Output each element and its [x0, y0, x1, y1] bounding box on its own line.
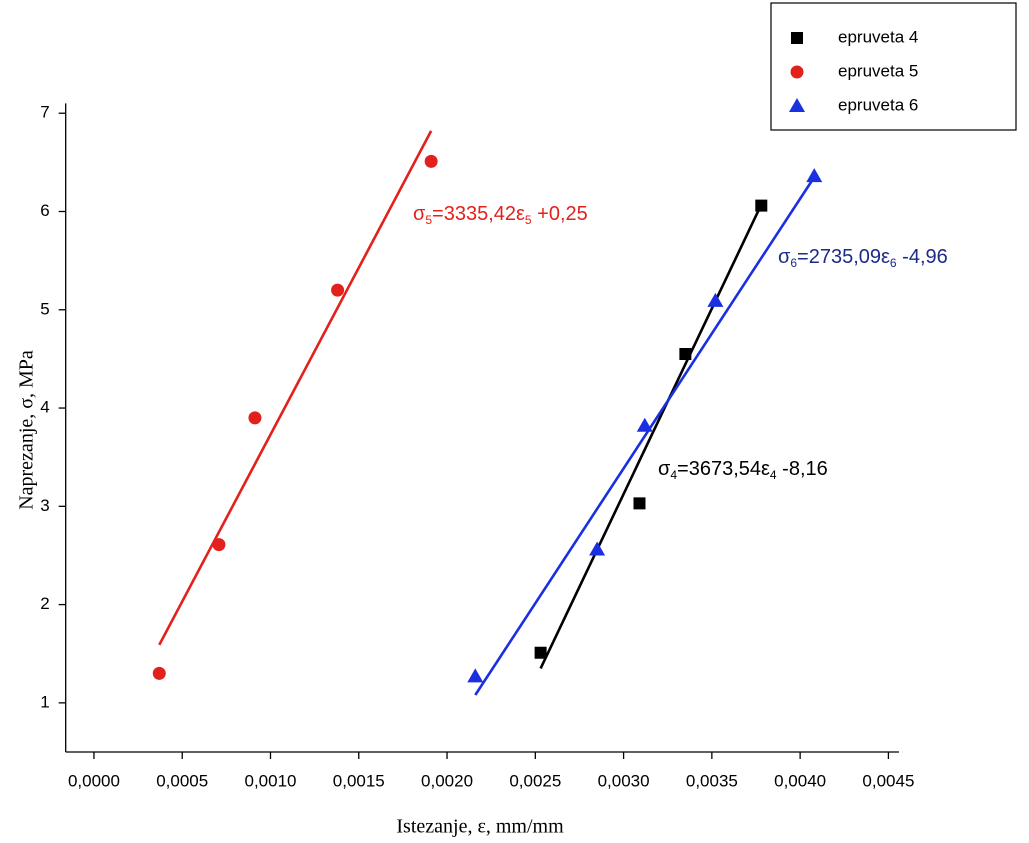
x-tick-label: 0,0025 — [509, 771, 561, 790]
y-tick-label: 5 — [40, 299, 49, 318]
data-point — [248, 411, 262, 425]
equation-text: -4,96 — [897, 246, 948, 268]
y-tick-label: 4 — [40, 398, 49, 417]
legend-label: epruveta 6 — [838, 95, 918, 114]
equation-subscript: 5 — [525, 213, 532, 227]
data-point — [534, 646, 547, 659]
x-tick-label: 0,0035 — [686, 771, 738, 790]
x-tick-label: 0,0040 — [774, 771, 826, 790]
data-point — [152, 666, 166, 680]
legend-label: epruveta 5 — [838, 61, 918, 80]
equation: σ5=3335,42ε5 +0,25 — [413, 203, 588, 227]
data-point — [212, 538, 226, 552]
data-point — [589, 541, 606, 556]
data-point — [636, 417, 653, 432]
y-tick-label: 1 — [40, 692, 49, 711]
equation-text: -8,16 — [777, 458, 828, 480]
x-tick-label: 0,0015 — [333, 771, 385, 790]
y-axis-label: Naprezanje, σ, MPa — [16, 350, 38, 510]
legend-marker — [791, 32, 803, 44]
x-tick-label: 0,0010 — [244, 771, 296, 790]
equation: σ6=2735,09ε6 -4,96 — [778, 246, 948, 270]
equation-text: =3335,42ε — [432, 203, 525, 225]
data-point — [424, 154, 438, 168]
data-point — [467, 668, 484, 683]
x-tick-label: 0,0030 — [598, 771, 650, 790]
data-point — [679, 347, 692, 360]
legend-marker — [789, 98, 805, 112]
x-tick-label: 0,0005 — [156, 771, 208, 790]
equation-text: =3673,54ε — [677, 458, 770, 480]
equation: σ4=3673,54ε4 -8,16 — [658, 458, 828, 482]
equation-subscript: 6 — [890, 256, 897, 270]
fit-line — [158, 130, 433, 646]
y-tick-label: 3 — [40, 496, 49, 515]
legend-label: epruveta 4 — [838, 27, 918, 46]
y-tick-label: 6 — [40, 201, 49, 220]
equation-text: =2735,09ε — [797, 246, 890, 268]
y-tick-label: 7 — [40, 103, 49, 122]
x-tick-label: 0,0020 — [421, 771, 473, 790]
equation-subscript: 4 — [670, 468, 677, 482]
x-tick-label: 0,0045 — [862, 771, 914, 790]
data-point — [806, 168, 823, 183]
data-point — [331, 283, 345, 297]
equation-text: +0,25 — [532, 203, 588, 225]
data-point — [633, 497, 646, 510]
equation-text: σ — [658, 458, 671, 480]
equation-subscript: 4 — [770, 468, 777, 482]
legend-marker — [790, 65, 804, 79]
equation-subscript: 6 — [790, 256, 797, 270]
legend-box — [770, 2, 1017, 131]
x-axis-label: Istezanje, ε, mm/mm — [396, 816, 564, 838]
equation-subscript: 5 — [425, 213, 432, 227]
fit-line — [474, 176, 816, 696]
data-point — [707, 292, 724, 307]
equation-text: σ — [413, 203, 426, 225]
y-tick-label: 2 — [40, 594, 49, 613]
data-point — [755, 199, 768, 212]
equation-text: σ — [778, 246, 791, 268]
x-tick-label: 0,0000 — [68, 771, 120, 790]
fit-line — [539, 204, 763, 670]
